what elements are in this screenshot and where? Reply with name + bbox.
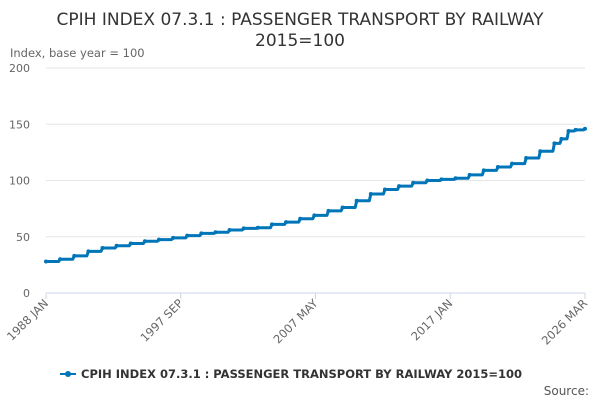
- data-point[interactable]: [213, 230, 218, 235]
- data-point[interactable]: [538, 149, 543, 154]
- data-point[interactable]: [312, 213, 317, 218]
- chart-title-line-1: CPIH INDEX 07.3.1 : PASSENGER TRANSPORT …: [57, 10, 545, 30]
- data-point[interactable]: [227, 228, 232, 232]
- x-tick-label: 2026 MAR: [539, 296, 590, 347]
- x-tick-label: 1997 SEP: [137, 296, 185, 344]
- data-point[interactable]: [171, 235, 176, 240]
- data-point[interactable]: [241, 226, 246, 231]
- data-point[interactable]: [58, 257, 63, 262]
- y-axis-unit-label: Index, base year = 100: [10, 46, 145, 60]
- data-point[interactable]: [524, 156, 529, 160]
- series-group: [44, 126, 587, 264]
- data-point[interactable]: [142, 239, 147, 244]
- y-tick-label-50: 50: [16, 231, 30, 244]
- data-point[interactable]: [340, 205, 345, 210]
- data-point[interactable]: [199, 231, 204, 236]
- gridlines: [46, 67, 585, 238]
- x-tick-label: 1988 JAN: [4, 296, 51, 343]
- data-point[interactable]: [411, 180, 416, 185]
- data-point[interactable]: [72, 253, 77, 258]
- data-point[interactable]: [425, 178, 430, 183]
- data-point[interactable]: [566, 129, 571, 133]
- data-point[interactable]: [44, 259, 48, 264]
- data-point[interactable]: [510, 161, 515, 166]
- y-tick-label-100: 100: [9, 175, 30, 188]
- legend-entry-label: CPIH INDEX 07.3.1 : PASSENGER TRANSPORT …: [81, 367, 522, 381]
- data-point[interactable]: [255, 225, 260, 230]
- data-point[interactable]: [583, 126, 587, 131]
- data-point[interactable]: [354, 198, 359, 203]
- y-tick-label-200: 200: [9, 62, 30, 75]
- data-point[interactable]: [86, 249, 91, 254]
- legend[interactable]: CPIH INDEX 07.3.1 : PASSENGER TRANSPORT …: [60, 367, 522, 381]
- y-axis-ticks: 0 50 100 150 200: [9, 62, 30, 300]
- data-point[interactable]: [100, 246, 105, 250]
- data-point[interactable]: [284, 220, 289, 225]
- data-point[interactable]: [453, 176, 458, 181]
- data-point[interactable]: [298, 216, 303, 221]
- legend-marker-icon: [65, 371, 71, 377]
- data-point[interactable]: [368, 192, 373, 196]
- data-point[interactable]: [114, 243, 119, 248]
- chart-title-line-2: 2015=100: [255, 31, 345, 51]
- data-point[interactable]: [573, 127, 578, 132]
- x-tick-label: 2007 MAY: [271, 296, 322, 347]
- source-label[interactable]: Source:: [544, 384, 589, 398]
- x-axis-ticks: 1988 JAN 1997 SEP 2007 MAY 2017 JAN 2026 MAR: [4, 293, 590, 348]
- data-point[interactable]: [439, 177, 444, 182]
- x-tick-label: 2017 JAN: [408, 296, 455, 343]
- data-point[interactable]: [552, 141, 557, 146]
- data-point[interactable]: [397, 184, 402, 189]
- data-point[interactable]: [495, 165, 500, 169]
- data-point[interactable]: [467, 172, 472, 177]
- data-point[interactable]: [559, 136, 564, 141]
- data-point[interactable]: [156, 237, 161, 242]
- y-tick-label-0: 0: [23, 287, 30, 300]
- y-tick-label-150: 150: [9, 118, 30, 131]
- data-point[interactable]: [326, 208, 331, 213]
- data-point[interactable]: [128, 241, 133, 246]
- data-point[interactable]: [185, 233, 190, 238]
- data-point[interactable]: [382, 187, 387, 192]
- data-point[interactable]: [481, 168, 486, 173]
- data-point[interactable]: [269, 222, 274, 227]
- series-line: [46, 127, 586, 263]
